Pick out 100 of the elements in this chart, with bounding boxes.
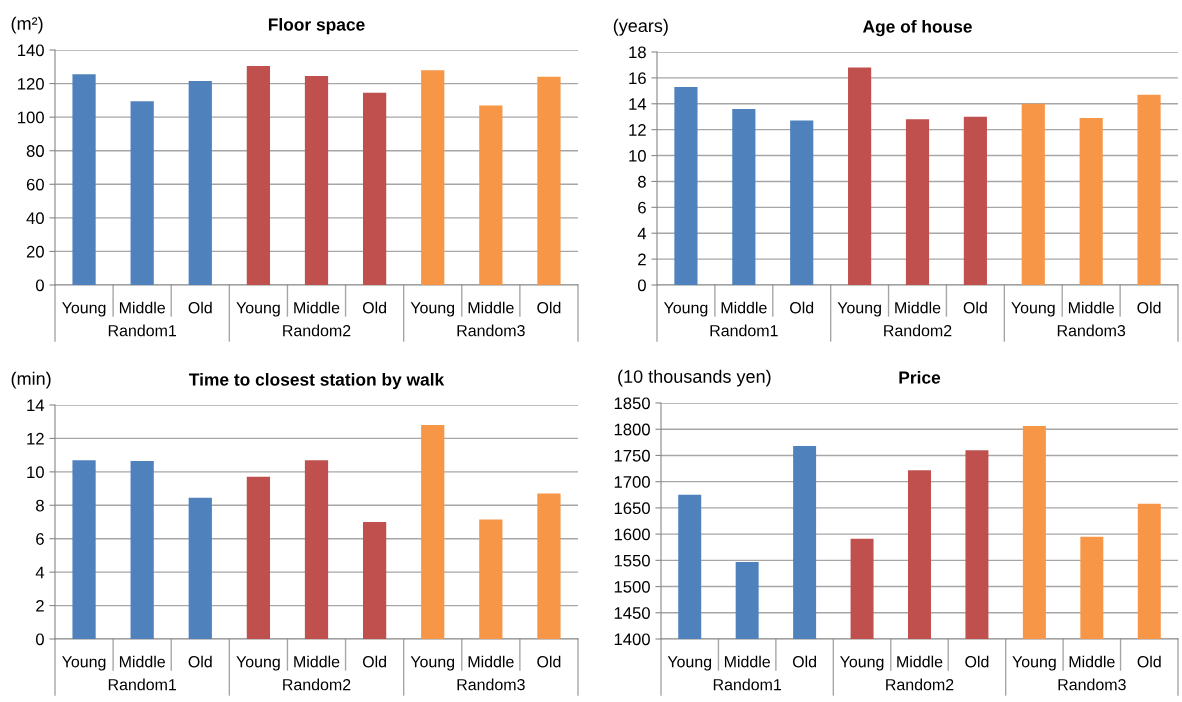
x-tick-label: Young [62, 656, 106, 671]
y-tick-label: 40 [26, 212, 44, 225]
x-tick-label: Young [837, 302, 881, 317]
bar [537, 493, 561, 639]
x-tick-label: Young [663, 302, 708, 317]
text: Random3 [457, 678, 525, 691]
bar [674, 86, 698, 285]
chart-title: Price [899, 370, 941, 384]
y-tick-label: 2 [36, 599, 44, 612]
text: Random1 [710, 324, 778, 337]
y-tick-label: 6 [638, 201, 646, 214]
bar [479, 519, 503, 639]
x-tick-label: Old [792, 655, 817, 668]
x-tick-label: Middle [119, 301, 165, 314]
y-tick-label: 80 [26, 145, 44, 157]
x-tick-label: Old [965, 655, 989, 668]
bar [1137, 94, 1161, 285]
y-tick-label: 6 [36, 533, 44, 545]
bar [479, 105, 503, 285]
bar [246, 65, 271, 285]
y-tick-label: 1450 [614, 607, 650, 619]
bar [421, 425, 445, 639]
y-tick-label: 100 [18, 111, 44, 124]
bar [304, 76, 329, 285]
x-tick-label: Middle [1068, 301, 1114, 314]
y-tick-label: 20 [26, 245, 44, 258]
y-tick-label: 4 [637, 227, 647, 240]
x-tick-label: Young [1012, 656, 1056, 671]
bar [362, 522, 387, 639]
text: Random3 [457, 324, 525, 337]
text: Random2 [283, 678, 351, 691]
x-tick-label: Middle [468, 655, 514, 668]
y-tick-label: 1550 [614, 554, 650, 567]
x-tick-label: Old [963, 301, 987, 314]
x-tick-label: Middle [468, 301, 514, 314]
x-tick-label: Old [1137, 301, 1161, 314]
text: Random2 [884, 324, 952, 337]
y-tick-label: 1850 [614, 397, 650, 410]
series-label: Random3 [1058, 678, 1126, 691]
bar [963, 116, 987, 285]
bar [188, 81, 212, 285]
y-tick-label: 16 [629, 72, 646, 85]
chart-title: Floor space [268, 17, 365, 35]
bar [304, 460, 329, 639]
y-tick-label: 4 [35, 566, 45, 579]
x-tick-label: Young [236, 656, 280, 671]
y-tick-label: 12 [27, 432, 44, 445]
x-tick-label: Old [1137, 655, 1161, 668]
x-tick-label: Old [188, 301, 212, 314]
chart-title: Time to closest station by walk [189, 372, 445, 390]
series-label: Random1 [713, 678, 782, 691]
y-tick-label: 140 [18, 44, 44, 57]
bar [732, 108, 756, 285]
y-tick-label: 18 [629, 46, 646, 59]
bar [72, 74, 96, 285]
x-tick-label: Middle [724, 655, 770, 668]
y-tick-label: 120 [18, 77, 44, 90]
bar [790, 120, 814, 285]
y-tick-label: 8 [638, 175, 646, 188]
y-tick-label: 1600 [614, 528, 650, 541]
y-tick-label: 0 [35, 633, 44, 646]
y-tick-label: 14 [629, 98, 647, 110]
y-tick-label: 1700 [614, 476, 650, 488]
x-tick-label: Middle [721, 301, 767, 314]
bar [188, 497, 212, 639]
y-tick-label: 60 [26, 178, 44, 191]
y-tick-label: 0 [35, 279, 44, 292]
bar [848, 67, 872, 285]
x-tick-label: Old [362, 301, 387, 314]
x-tick-label: Young [1011, 302, 1055, 317]
x-tick-label: Old [790, 301, 814, 314]
x-tick-label: Old [188, 655, 212, 668]
x-tick-label: Young [410, 302, 455, 317]
bar [246, 476, 271, 639]
x-tick-label: Middle [119, 655, 165, 668]
y-axis-title: (min) [11, 371, 51, 389]
x-tick-label: Young [667, 656, 712, 671]
y-tick-label: 8 [36, 499, 44, 512]
bar [130, 460, 154, 639]
text: Random1 [108, 324, 177, 337]
bar [421, 70, 445, 285]
x-tick-label: Old [362, 655, 387, 668]
text: Random3 [1057, 324, 1126, 337]
y-tick-label: 2 [638, 253, 646, 266]
y-axis-title: (m²) [11, 16, 43, 34]
y-tick-label: 10 [629, 149, 646, 162]
bar [130, 101, 154, 285]
text: Random1 [108, 678, 177, 691]
y-tick-label: 1400 [614, 633, 650, 646]
x-tick-label: Old [537, 301, 561, 314]
x-tick-label: Middle [294, 655, 340, 668]
chart-title: Age of house [862, 19, 972, 37]
bar [362, 92, 387, 285]
y-tick-label: 1650 [614, 502, 650, 515]
x-tick-label: Young [62, 302, 106, 317]
bar [1021, 103, 1045, 285]
x-tick-label: Young [410, 656, 455, 671]
x-tick-label: Middle [1069, 655, 1115, 668]
y-tick-label: 1500 [614, 580, 650, 593]
y-tick-label: 12 [629, 124, 646, 136]
